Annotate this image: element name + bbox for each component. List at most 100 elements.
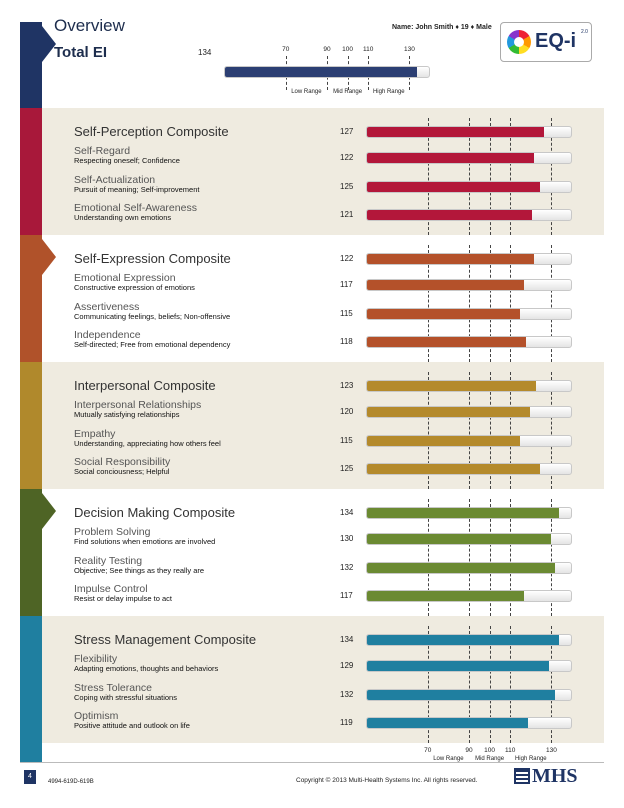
section-gridline <box>551 626 553 743</box>
page-number: 4 <box>24 770 36 784</box>
mhs-mark-icon <box>514 768 530 784</box>
rail-segment <box>20 489 42 616</box>
color-wheel-icon <box>507 30 531 54</box>
rail-segment <box>20 235 42 362</box>
total-range-label: Low Range <box>291 89 322 95</box>
subscale-name: Interpersonal Relationships <box>74 399 202 411</box>
total-tick-label: 100 <box>342 46 354 53</box>
composite-score: 122 <box>340 254 354 263</box>
section-gridline <box>469 245 470 362</box>
subscale-bar <box>366 406 572 418</box>
section-gridline <box>469 626 470 743</box>
subscale-bar-fill <box>367 210 533 220</box>
composite-score: 134 <box>340 635 354 644</box>
subscale-description: Adapting emotions, thoughts and behavior… <box>74 664 219 673</box>
subscale-description: Objective; See things as they really are <box>74 566 205 575</box>
composite-section: Decision Making Composite Problem Solving… <box>42 489 604 616</box>
bottom-tick-label: 110 <box>505 747 516 754</box>
subscale-description: Understanding own emotions <box>74 213 172 222</box>
subscale-score: 129 <box>340 661 354 670</box>
subscale-bar <box>366 279 572 291</box>
subscale-bar <box>366 689 572 701</box>
subscale-score: 115 <box>340 309 353 318</box>
bottom-tick-label: 100 <box>484 747 496 754</box>
eqi-logo-version: 2.0 <box>581 29 588 35</box>
total-tick-label: 110 <box>363 46 374 53</box>
composite-bar-fill <box>367 635 559 645</box>
section-gridline <box>551 245 553 362</box>
composite-name: Stress Management Composite <box>74 632 257 647</box>
copyright-notice: Copyright © 2013 Multi-Health Systems In… <box>296 777 478 784</box>
subscale-score: 120 <box>340 407 354 416</box>
bottom-tick-label: 130 <box>545 747 557 754</box>
subscale-bar <box>366 152 572 164</box>
bottom-tick-label: 70 <box>424 747 432 754</box>
left-rail <box>20 22 56 762</box>
section-gridline <box>427 372 429 489</box>
subscale-name: Emotional Self-Awareness <box>74 202 197 214</box>
subscale-bar <box>366 562 572 574</box>
total-tick-label: 70 <box>282 46 290 53</box>
subscale-score: 132 <box>340 690 354 699</box>
subscale-description: Resist or delay impulse to act <box>74 594 172 603</box>
subscale-bar <box>366 435 572 447</box>
subscale-description: Positive attitude and outlook on life <box>74 721 190 730</box>
composite-bar <box>366 634 572 646</box>
subscale-description: Communicating feelings, beliefs; Non-off… <box>74 312 231 321</box>
subscale-bar-fill <box>367 690 555 700</box>
total-ei-score: 134 <box>198 48 212 57</box>
subscale-bar <box>366 590 572 602</box>
rail-arrow-icon <box>42 239 56 275</box>
subscale-score: 125 <box>340 464 354 473</box>
subscale-bar-fill <box>367 718 529 728</box>
subscale-bar <box>366 336 572 348</box>
section-gridline <box>489 626 491 743</box>
subscale-score: 117 <box>340 280 353 289</box>
subscale-score: 115 <box>340 436 353 445</box>
subscale-description: Constructive expression of emotions <box>74 283 195 292</box>
section-gridline <box>489 372 491 489</box>
subscale-score: 121 <box>340 210 354 219</box>
subscale-bar <box>366 181 572 193</box>
composite-score: 127 <box>340 127 354 136</box>
total-range-label: High Range <box>372 89 405 95</box>
total-tick-label: 130 <box>403 46 415 53</box>
section-gridline <box>510 245 512 362</box>
subscale-name: Optimism <box>74 710 119 722</box>
page-title: Overview <box>54 16 125 35</box>
mhs-logo: MHS <box>514 765 578 788</box>
composite-bar <box>366 380 572 392</box>
subscale-name: Flexibility <box>74 653 118 665</box>
subscale-bar <box>366 463 572 475</box>
composite-bar-fill <box>367 127 545 137</box>
subscale-bar-fill <box>367 182 541 192</box>
composite-name: Decision Making Composite <box>74 505 236 520</box>
rail-segment <box>20 22 42 108</box>
subscale-bar <box>366 717 572 729</box>
section-gridline <box>510 372 512 489</box>
section-gridline <box>469 118 470 235</box>
subscale-score: 119 <box>340 718 353 727</box>
composite-bar-fill <box>367 254 535 264</box>
section-gridline <box>510 118 512 235</box>
composite-bar-fill <box>367 381 537 391</box>
composite-bar-fill <box>367 508 559 518</box>
total-ei-bar-fill <box>225 67 417 77</box>
subscale-description: Pursuit of meaning; Self-improvement <box>74 185 200 194</box>
section-gridline <box>551 499 553 616</box>
eqi-logo: EQ-i 2.0 <box>500 22 592 62</box>
total-ei-bar <box>224 66 430 78</box>
page-header: Name: John Smith ♦ 19 ♦ Male EQ-i 2.0 <box>20 20 604 106</box>
section-gridline <box>469 372 470 489</box>
rail-segment <box>20 362 42 489</box>
section-gridline <box>427 499 429 616</box>
bottom-range-label: Mid Range <box>475 756 505 762</box>
bottom-tick-label: 90 <box>465 747 473 754</box>
subscale-name: Emotional Expression <box>74 272 176 284</box>
rail-segment <box>20 616 42 762</box>
rail-arrow-icon <box>42 26 56 62</box>
composite-section: Self-Expression Composite Emotional Expre… <box>42 235 604 362</box>
eqi-logo-text: EQ-i <box>535 30 577 52</box>
mhs-logo-text: MHS <box>532 765 578 787</box>
subscale-score: 125 <box>340 182 354 191</box>
